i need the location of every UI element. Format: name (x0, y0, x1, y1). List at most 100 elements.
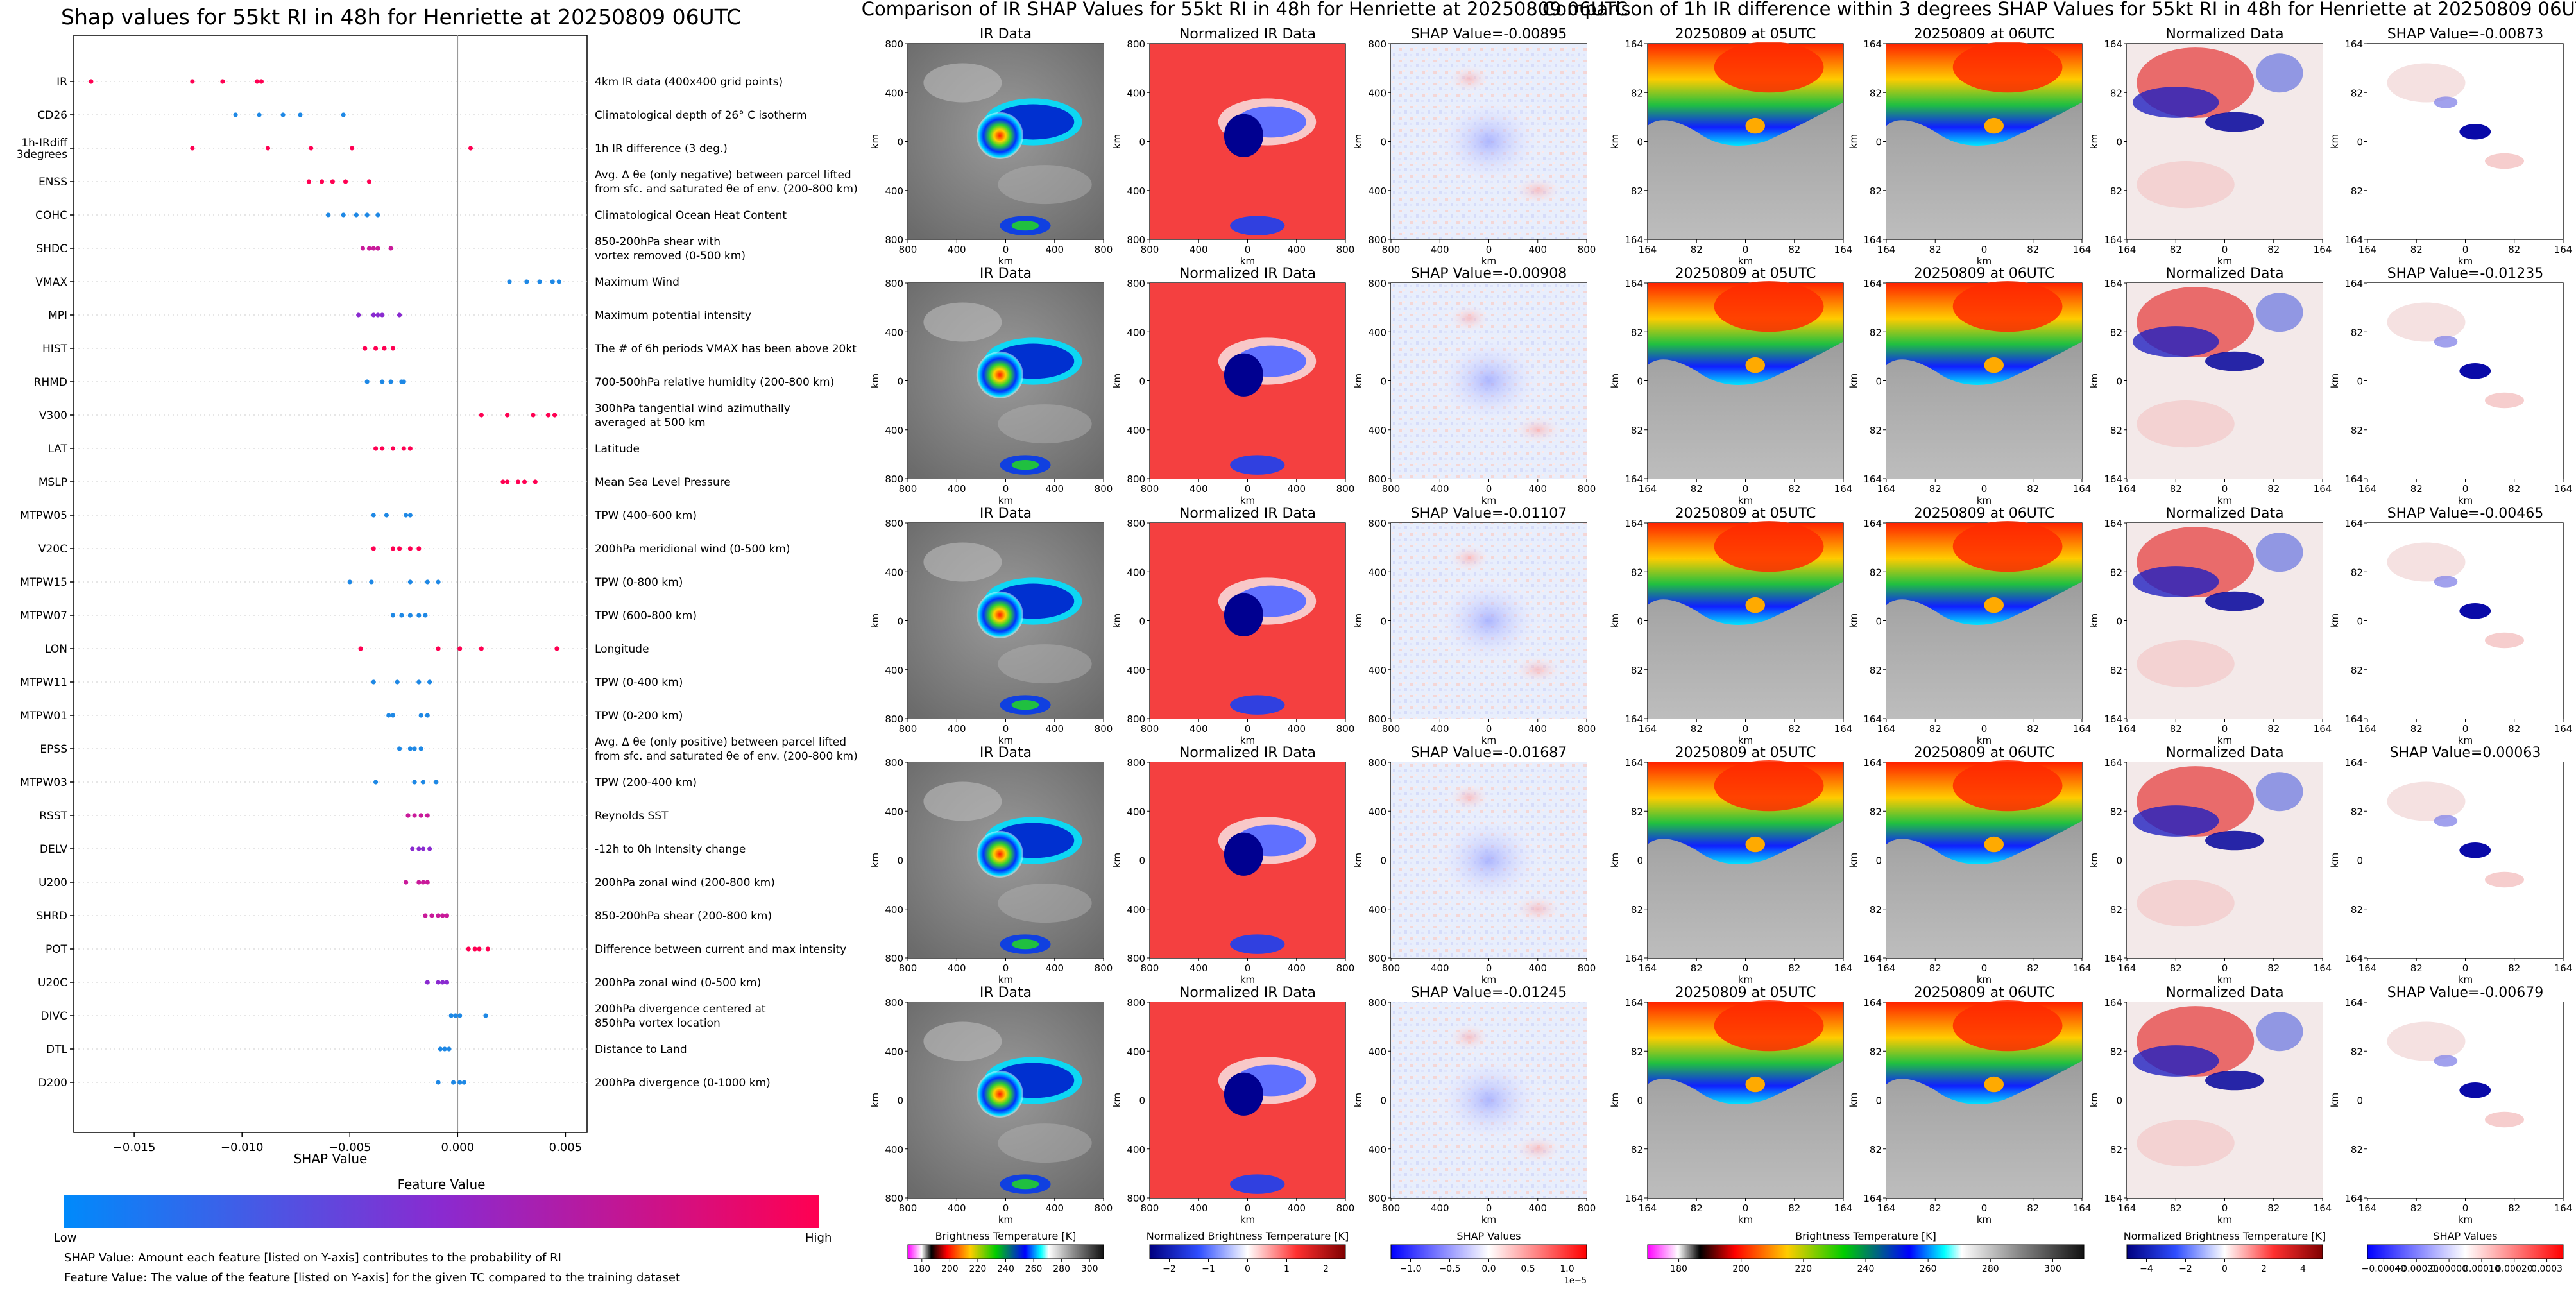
shap-point (407, 513, 413, 518)
colorbar-tick-label: 1.0 (1560, 1264, 1574, 1274)
ytick-label: 164 (2344, 713, 2363, 725)
cloud-cell (1745, 836, 1765, 853)
colorbar-title: Brightness Temperature [K] (1795, 1230, 1936, 1242)
negative-region (2256, 1012, 2303, 1052)
shap-region (2485, 871, 2524, 888)
x-axis-unit: km (1481, 1214, 1496, 1225)
ytick-label: 800 (1127, 713, 1145, 725)
xtick-label: 400 (1287, 962, 1306, 974)
xtick-label: 164 (2073, 244, 2092, 255)
shap-region (2387, 1021, 2466, 1061)
cloud-patch (923, 542, 1002, 582)
x-axis-unit: km (2458, 1214, 2473, 1225)
ytick-label: 82 (1870, 425, 1882, 436)
shap-region (2485, 392, 2524, 409)
cloud-cell (1745, 1076, 1765, 1093)
shap-point (371, 513, 376, 518)
y-axis-unit: km (1609, 373, 1621, 388)
storm-core (1224, 1072, 1263, 1116)
ytick-label: 800 (1368, 997, 1386, 1009)
shap-region (2459, 842, 2491, 858)
shap-region (2485, 153, 2524, 169)
xtick-label: 0 (1981, 244, 1988, 255)
x-axis-unit: km (1977, 495, 1992, 506)
xtick-label: 164 (2358, 1202, 2377, 1214)
xtick-label: 800 (1095, 483, 1113, 495)
ytick-label: 164 (1625, 474, 1643, 485)
ytick-label: 0 (897, 376, 903, 388)
feature-description: 200hPa divergence centered at (595, 1003, 766, 1016)
shap-region (2434, 576, 2458, 588)
ytick-label: 82 (2351, 665, 2363, 676)
feature-description: Climatological Ocean Heat Content (595, 209, 787, 222)
colorbar-title: SHAP Values (1456, 1230, 1521, 1242)
xtick-label: 82 (2027, 483, 2039, 495)
ytick-label: 800 (885, 1193, 903, 1204)
x-axis-unit: km (1481, 255, 1496, 267)
shap-region (2485, 1111, 2524, 1128)
ytick-label: 82 (1631, 665, 1643, 676)
xtick-label: 400 (1045, 962, 1064, 974)
xtick-label: 400 (948, 723, 966, 735)
shap-point (556, 279, 561, 284)
ytick-label: 82 (2351, 327, 2363, 338)
xtick-label: 400 (948, 962, 966, 974)
shap-region (2387, 781, 2466, 821)
xtick-label: 800 (1095, 723, 1113, 735)
shap-region (2459, 1082, 2491, 1098)
shap-point (423, 913, 428, 918)
cloud-core (1952, 1000, 2063, 1052)
feature-code-label: CD26 (37, 109, 67, 122)
cloud-cell (1984, 836, 2004, 853)
colorbar-title: Normalized Brightness Temperature [K] (2124, 1230, 2326, 1242)
feature-code-label: RSST (39, 810, 67, 823)
ytick-label: 164 (1625, 518, 1643, 529)
cloud-patch (998, 165, 1092, 205)
panel-title: 20250809 at 06UTC (1914, 266, 2055, 282)
ytick-label: 164 (2344, 38, 2363, 50)
xtick-label: 0 (2222, 483, 2228, 495)
colorbar-tick-label: 0.00010 (2463, 1264, 2500, 1274)
ytick-label: 400 (885, 806, 903, 817)
shap-point (420, 846, 426, 851)
shap-point (375, 246, 380, 251)
ytick-label: 164 (1625, 713, 1643, 725)
ytick-label: 0 (897, 855, 903, 867)
xtick-label: 164 (1877, 723, 1896, 735)
colorbar-tick-label: 4 (2300, 1264, 2306, 1274)
colorbar-tick-label: 0.0003 (2531, 1264, 2563, 1274)
colorbar-title: Normalized Brightness Temperature [K] (1147, 1230, 1349, 1242)
ytick-label: 800 (1368, 474, 1386, 485)
x-axis-unit: km (1240, 974, 1255, 986)
panel-title: Normalized Data (2165, 506, 2283, 522)
xtick-label: 800 (1578, 244, 1596, 255)
shap-point (412, 780, 417, 785)
normalized-colorbar (2126, 1244, 2323, 1259)
shap-point (425, 713, 430, 718)
colorbar-tick-label: 260 (1025, 1264, 1043, 1274)
ytick-label: 400 (1368, 185, 1386, 197)
negative-region (2256, 53, 2303, 93)
feature-description: Difference between current and max inten… (595, 943, 846, 956)
ytick-label: 400 (885, 87, 903, 99)
shap-blob (1430, 332, 1548, 430)
ytick-label: 164 (2104, 278, 2122, 289)
feature-code-label: VMAX (35, 276, 67, 289)
ytick-label: 0 (2357, 616, 2363, 627)
ytick-label: 400 (1368, 87, 1386, 99)
feature-description: TPW (0-400 km) (594, 676, 683, 689)
feature-description: -12h to 0h Intensity change (595, 843, 746, 856)
xtick-label: 82 (2410, 723, 2423, 735)
xtick-label: 82 (1929, 483, 1941, 495)
xtick-label: 164 (2358, 244, 2377, 255)
panel-title: 20250809 at 05UTC (1675, 506, 1816, 522)
shap-point (457, 646, 463, 651)
ytick-label: 800 (1368, 278, 1386, 289)
shap-point (89, 79, 94, 84)
ytick-label: 400 (1127, 1144, 1145, 1156)
y-axis-unit: km (2088, 613, 2100, 628)
xtick-label: 0 (1486, 1202, 1492, 1214)
feature-description: TPW (400-600 km) (594, 509, 697, 522)
colorbar-tick-label: −0.00040 (2362, 1264, 2407, 1274)
ytick-label: 82 (1870, 567, 1882, 578)
